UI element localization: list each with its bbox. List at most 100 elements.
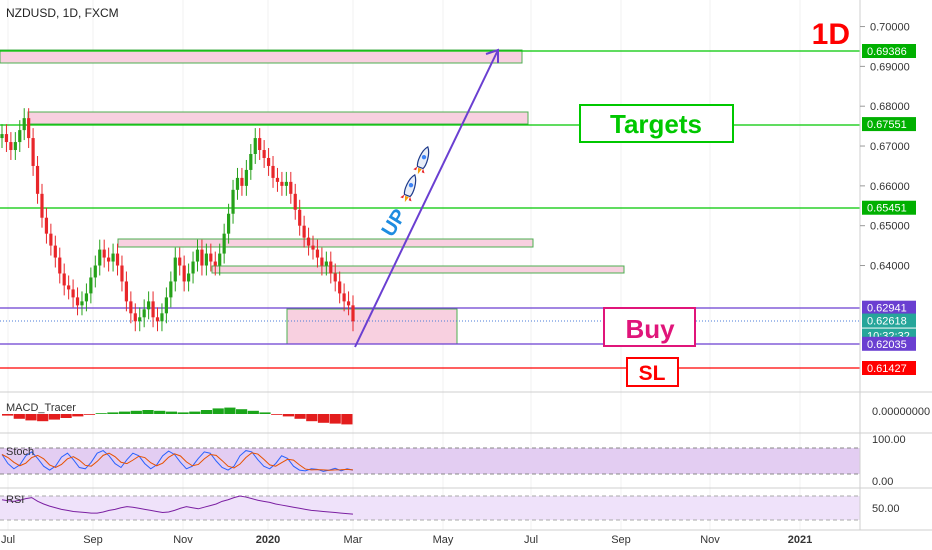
candle-body (31, 138, 35, 166)
macd-bar (2, 414, 14, 416)
candle-body (195, 249, 200, 262)
candle-body (213, 261, 217, 266)
macd-bar (83, 414, 96, 415)
macd-bar (282, 414, 294, 417)
macd-bar (271, 414, 283, 415)
macd-bar (60, 414, 72, 418)
candle-body (40, 193, 44, 218)
level-label-bg (862, 117, 916, 132)
level-label-bg (862, 361, 916, 375)
candle-body (271, 165, 275, 178)
macd-bar (72, 414, 84, 417)
macd-bar (341, 414, 353, 425)
candle-body (138, 317, 142, 322)
targets-label: Targets (610, 109, 702, 139)
time-tick-label: Mar (344, 534, 363, 546)
time-tick-label: 2020 (256, 534, 280, 546)
macd-scale-tick: 0.00000000 (872, 406, 930, 418)
candle-body (129, 301, 133, 314)
candle-body (89, 277, 93, 294)
macd-pane[interactable] (2, 407, 353, 425)
candle-body (0, 134, 4, 139)
level-label: 0.65451 (867, 203, 907, 215)
candle-body (226, 213, 231, 234)
macd-bar (107, 412, 119, 414)
candle-body (58, 257, 62, 274)
candle-body (178, 257, 182, 266)
candle-body (342, 293, 346, 302)
candle-body (124, 281, 129, 302)
candle-body (200, 249, 204, 266)
rsi-pane[interactable] (1, 495, 354, 515)
candle-body (240, 177, 244, 186)
candle-body (147, 301, 151, 310)
candle-body (93, 265, 97, 278)
grid (7, 0, 801, 530)
macd-bar (48, 414, 60, 420)
stoch-scale-tick-bottom: 0.00 (872, 476, 893, 488)
candle-body (22, 118, 26, 131)
candle-body (53, 245, 57, 258)
price-tick-label: 0.65000 (870, 221, 910, 233)
price-tick-label: 0.69000 (870, 61, 910, 73)
zone-upper (27, 111, 529, 125)
macd-bar (177, 412, 189, 414)
candle-body (71, 289, 75, 298)
candle-body (284, 181, 288, 186)
candle-body (280, 181, 284, 186)
price-tick-label: 0.66000 (870, 181, 910, 193)
macd-bar (329, 414, 341, 424)
price-tick-label: 0.70000 (870, 22, 910, 34)
stoch-k-line (1, 450, 354, 472)
level-label: 0.67551 (867, 119, 907, 131)
time-tick-label: Jul (1, 534, 15, 546)
rsi-band (0, 496, 860, 520)
price-tick-label: 0.67000 (870, 141, 910, 153)
candle-body (164, 297, 168, 314)
candle-body (133, 313, 137, 322)
level-labels: 0.693860.675510.654510.629410.6261810:32… (862, 44, 916, 375)
candle-body (151, 301, 155, 318)
macd-bar (142, 410, 154, 414)
candle-body (18, 130, 22, 143)
targets-callout: Targets (579, 104, 734, 143)
candle-body (222, 233, 226, 254)
time-tick-label: Nov (700, 534, 720, 546)
level-label: 0.61427 (867, 363, 907, 375)
stoch-pane[interactable] (1, 450, 354, 472)
candle-body (324, 261, 328, 266)
candle-body (44, 217, 49, 234)
level-label-bg (862, 44, 916, 58)
time-axis[interactable]: Jul Sep Nov 2020 Mar May Jul Sep Nov 2021 (1, 534, 812, 546)
candle-body (62, 273, 66, 286)
zone-lower (211, 265, 625, 274)
candle-body (329, 261, 333, 274)
sl-label: SL (639, 362, 666, 385)
candle-body (244, 169, 248, 186)
candle-body (9, 142, 13, 151)
price-tick-label: 0.68000 (870, 101, 910, 113)
macd-bar (247, 410, 259, 414)
buy-callout: Buy (603, 307, 696, 347)
candle-body (80, 301, 84, 306)
level-lines (0, 50, 860, 369)
candle-body (35, 165, 40, 194)
stoch-label: Stoch (6, 446, 34, 458)
macd-bar (259, 412, 271, 414)
level-label-bg (862, 313, 916, 328)
candle-body (84, 293, 89, 302)
candle-body (209, 253, 213, 262)
candle-body (102, 249, 106, 258)
macd-label: MACD_Tracer (6, 402, 76, 414)
candle-body (67, 285, 71, 290)
arrow-line (354, 49, 499, 348)
candle-body (98, 249, 102, 266)
macd-bar (37, 414, 49, 422)
candle-body (266, 157, 271, 166)
macd-bar (236, 409, 248, 414)
macd-bar (130, 410, 142, 414)
price-scale[interactable]: 0.70000 0.69000 0.68000 0.67000 0.66000 0.650… (860, 22, 910, 273)
candle-body (191, 261, 195, 274)
time-tick-label: Nov (173, 534, 193, 546)
